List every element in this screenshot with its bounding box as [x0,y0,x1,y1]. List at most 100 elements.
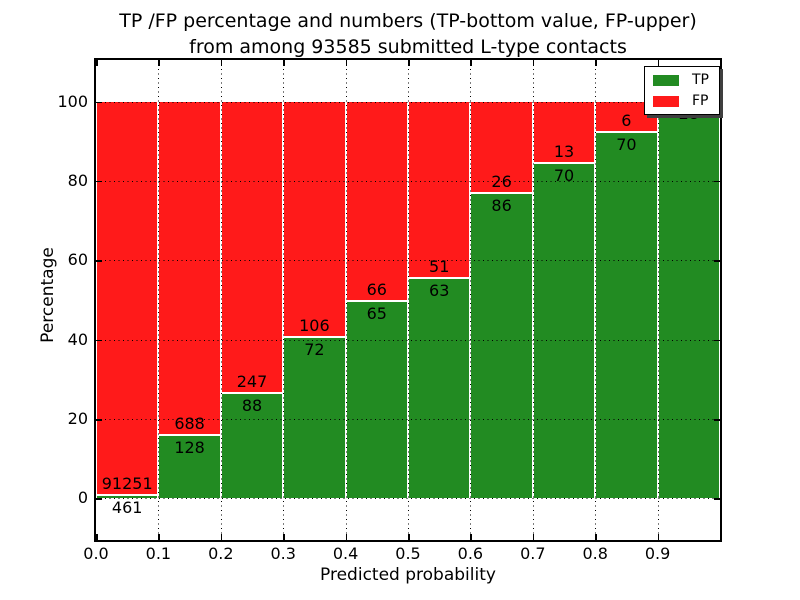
x-tick-mark [158,534,160,540]
annotation-fp-count: 13 [553,141,575,161]
x-tick-label: 0.0 [83,544,109,563]
bar-segment-tp [596,132,657,499]
y-tick-mark [96,260,102,262]
bar-segment-fp [409,101,470,280]
annotation-tp-count: 86 [491,195,512,215]
plot-area: TP FP 91251 461 688 128 247 88 106 72 66 65 51 63 26… [94,58,722,542]
legend-entry-fp: FP [653,94,709,108]
y-tick-label: 100 [57,91,88,111]
bar-segment-fp [533,101,595,164]
v-gridline [283,60,285,540]
annotation-tp-count: 72 [304,339,325,359]
annotation-fp-count: 6 [621,110,632,130]
bar-segment-fp [471,101,532,194]
bar-segment-fp [346,101,407,302]
x-tick-mark [283,60,285,66]
v-gridline [220,60,222,540]
y-tick-mark [714,260,720,262]
y-tick-label: 80 [67,170,88,190]
y-tick-label: 20 [67,409,88,428]
x-tick-label: 0.2 [208,544,234,563]
y-tick-mark [96,101,102,104]
x-tick-mark [96,60,98,66]
chart-title-line2: from among 93585 submitted L-type contac… [189,36,627,58]
y-tick-label: 60 [67,250,88,270]
legend-label-fp: FP [692,93,709,109]
v-gridline [158,60,160,540]
x-tick-mark [595,534,597,540]
bar-segment-tp [471,193,532,499]
v-gridline [470,60,472,540]
bar-segment-tp [284,337,345,499]
x-tick-label: 0.4 [332,544,359,563]
annotation-tp-count: 65 [366,303,387,323]
x-tick-mark [532,60,535,66]
x-tick-mark [345,60,348,66]
x-tick-mark [345,534,348,540]
x-tick-mark [595,60,597,66]
bar-segment-tp [221,394,283,499]
x-tick-mark [158,60,160,66]
annotation-tp-count: 70 [553,165,575,185]
y-tick-mark [714,498,720,500]
chart-title: TP /FP percentage and numbers (TP-bottom… [96,8,720,60]
bar-segment-tp [533,163,595,499]
bar-segment-fp [97,101,158,497]
y-tick-mark [96,419,102,421]
v-gridline [345,60,347,540]
y-tick-mark [96,339,102,342]
x-tick-mark [532,534,535,540]
legend-entry-tp: TP [653,73,709,87]
y-tick-mark [714,339,720,342]
bar-segment-tp [409,279,470,499]
x-tick-label: 0.1 [145,544,172,563]
annotation-fp-count: 26 [491,171,512,191]
annotation-tp-count: 128 [174,438,205,458]
annotation-tp-count: 88 [241,396,263,416]
v-gridline [532,60,534,540]
bar-segment-tp [97,496,158,499]
annotation-fp-count: 91251 [101,474,153,494]
x-tick-mark [470,60,472,66]
bar-segment-fp [221,101,283,395]
x-tick-mark [408,534,410,540]
x-tick-label: 0.5 [395,544,421,563]
x-tick-label: 0.3 [270,544,296,563]
annotation-tp-count: 461 [111,498,143,518]
x-tick-label: 0.6 [457,544,484,563]
x-tick-label: 0.7 [520,544,546,563]
legend-swatch-tp-icon [653,74,679,86]
x-tick-mark [408,60,410,66]
x-tick-label: 0.9 [644,544,671,563]
annotation-fp-count: 688 [174,414,205,434]
v-gridline [408,60,409,540]
bar-segment-tp [346,301,407,499]
annotation-fp-count: 51 [429,257,450,277]
x-tick-label: 0.8 [582,544,608,563]
x-tick-mark [96,534,98,540]
annotation-tp-count: 70 [616,134,637,154]
x-tick-mark [220,534,223,540]
bar-segment-fp [284,101,345,338]
x-tick-mark [657,60,660,66]
y-tick-mark [96,180,102,183]
bar-segment-fp [159,101,220,437]
annotation-fp-count: 247 [236,372,268,392]
legend-label-tp: TP [692,72,709,88]
v-gridline [595,60,597,540]
chart-title-line1: TP /FP percentage and numbers (TP-bottom… [119,10,697,32]
x-axis-label: Predicted probability [320,565,496,585]
annotation-tp-count: 63 [429,281,450,301]
legend-swatch-fp-icon [653,95,679,107]
bar-segment-tp [658,101,719,499]
legend: TP FP [644,66,720,115]
x-tick-mark [657,534,660,540]
y-tick-mark [96,498,102,500]
annotation-fp-count: 66 [366,279,387,299]
x-tick-mark [283,534,285,540]
y-tick-mark [714,180,720,183]
y-tick-label: 0 [77,488,88,508]
y-tick-label: 40 [67,329,88,349]
v-gridline [657,60,659,540]
